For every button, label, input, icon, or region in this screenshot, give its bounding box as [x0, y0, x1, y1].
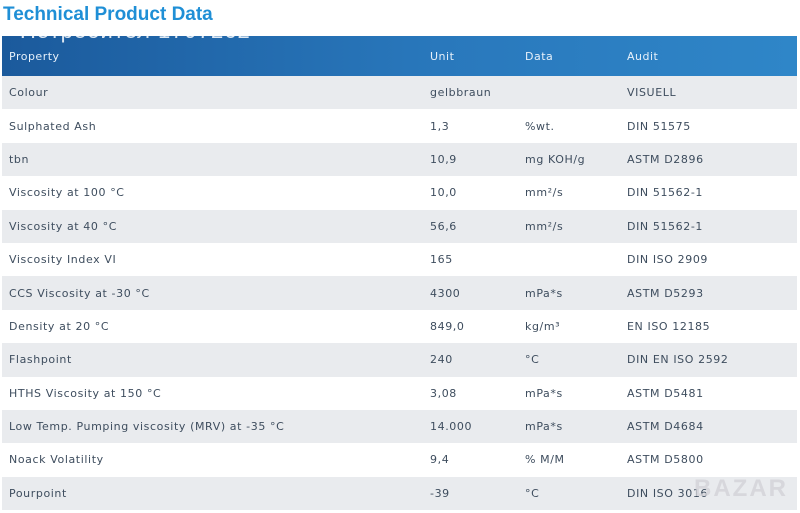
- table-cell: mg KOH/g: [525, 152, 586, 166]
- table-header: Property Unit Data Audit: [2, 36, 797, 76]
- watermark: BAZAR: [694, 475, 788, 502]
- table-cell: DIN ISO 2909: [627, 253, 709, 267]
- table-cell: mPa*s: [525, 386, 563, 400]
- table-row: Colour gelbbraun VISUELL: [2, 76, 797, 110]
- table-cell: 849,0: [430, 319, 465, 333]
- table-cell: 56,6: [430, 219, 457, 233]
- table-cell: 240: [430, 353, 453, 367]
- table-cell: mPa*s: [525, 420, 563, 434]
- column-header: Audit: [627, 49, 659, 63]
- table-cell: DIN 51562-1: [627, 219, 703, 233]
- table-cell: 1,3: [430, 119, 450, 133]
- table-cell: 165: [430, 253, 453, 267]
- table-cell: 14.000: [430, 420, 473, 434]
- table-cell: -39: [430, 486, 450, 500]
- table-row: tbn 10,9 mg KOH/g ASTM D2896: [2, 142, 797, 177]
- table-cell: DIN 51575: [627, 119, 691, 133]
- table-cell: Low Temp. Pumping viscosity (MRV) at -35…: [9, 420, 285, 434]
- table-cell: 4300: [430, 286, 461, 300]
- watermark: Потребител 1797262: [20, 18, 251, 43]
- table-cell: VISUELL: [627, 86, 677, 100]
- table-cell: Sulphated Ash: [9, 119, 97, 133]
- data-table: Property Unit Data Audit Colour gelbbraun VIS…: [2, 36, 797, 511]
- table-cell: °C: [525, 486, 540, 500]
- table-cell: Density at 20 °C: [9, 319, 110, 333]
- table-cell: tbn: [9, 152, 30, 166]
- table-cell: Viscosity at 100 °C: [9, 186, 125, 200]
- table-cell: ASTM D4684: [627, 420, 704, 434]
- table-row: CCS Viscosity at -30 °C 4300 mPa*s ASTM D52…: [2, 276, 797, 310]
- table-cell: gelbbraun: [430, 86, 492, 100]
- table-cell: 3,08: [430, 386, 457, 400]
- table-cell: mm²/s: [525, 219, 564, 233]
- table-row: Viscosity at 100 °C 10,0 mm²/s DIN 51562-1: [2, 176, 797, 209]
- table-cell: °C: [525, 353, 540, 367]
- table-row: HTHS Viscosity at 150 °C 3,08 mPa*s ASTM D5…: [2, 377, 797, 410]
- table-cell: Colour: [9, 86, 49, 100]
- table-cell: 10,0: [430, 186, 457, 200]
- table-row: Sulphated Ash 1,3 %wt. DIN 51575: [2, 109, 797, 142]
- table-cell: mm²/s: [525, 186, 564, 200]
- table-cell: mPa*s: [525, 286, 563, 300]
- table-row: Low Temp. Pumping viscosity (MRV) at -35…: [2, 409, 797, 444]
- table-row: Viscosity Index VI 165 DIN ISO 2909: [2, 243, 797, 276]
- table-cell: DIN EN ISO 2592: [627, 353, 729, 367]
- table-row: Flashpoint 240 °C DIN EN ISO 2592: [2, 343, 797, 377]
- table-cell: [525, 76, 627, 109]
- table-cell: EN ISO 12185: [627, 319, 711, 333]
- header-row: Property Unit Data Audit: [2, 36, 797, 76]
- table-cell: DIN 51562-1: [627, 186, 703, 200]
- table-row: Pourpoint -39 °C DIN ISO 3016: [2, 476, 797, 511]
- table-cell: 9,4: [430, 453, 450, 467]
- column-header: Unit: [430, 49, 455, 63]
- table-cell: ASTM D5293: [627, 286, 704, 300]
- table-cell: Flashpoint: [9, 353, 72, 367]
- table-cell: [525, 243, 627, 276]
- column-header: Property: [9, 49, 60, 63]
- table-cell: ASTM D5800: [627, 453, 704, 467]
- table-row: Density at 20 °C 849,0 kg/m³ EN ISO 12185: [2, 310, 797, 343]
- table-cell: Noack Volatility: [9, 453, 104, 467]
- table-cell: kg/m³: [525, 319, 561, 333]
- table-cell: % M/M: [525, 453, 565, 467]
- table-cell: CCS Viscosity at -30 °C: [9, 286, 150, 300]
- table-cell: ASTM D5481: [627, 386, 704, 400]
- table-row: Noack Volatility 9,4 % M/M ASTM D5800: [2, 443, 797, 476]
- column-header: Data: [525, 49, 554, 63]
- table-cell: %wt.: [525, 119, 555, 133]
- table-row: Viscosity at 40 °C 56,6 mm²/s DIN 51562-1: [2, 209, 797, 243]
- table-cell: DIN ISO 3016: [627, 486, 709, 500]
- table-cell: Viscosity at 40 °C: [9, 219, 117, 233]
- table-cell: ASTM D2896: [627, 152, 704, 166]
- table-cell: 10,9: [430, 152, 457, 166]
- table-cell: HTHS Viscosity at 150 °C: [9, 386, 162, 400]
- table-cell: Pourpoint: [9, 486, 67, 500]
- table-body: Colour gelbbraun VISUELL Sulphated Ash 1,3 %w…: [2, 76, 797, 511]
- page-title: Technical Product Data: [3, 4, 213, 25]
- table-cell: Viscosity Index VI: [9, 253, 117, 267]
